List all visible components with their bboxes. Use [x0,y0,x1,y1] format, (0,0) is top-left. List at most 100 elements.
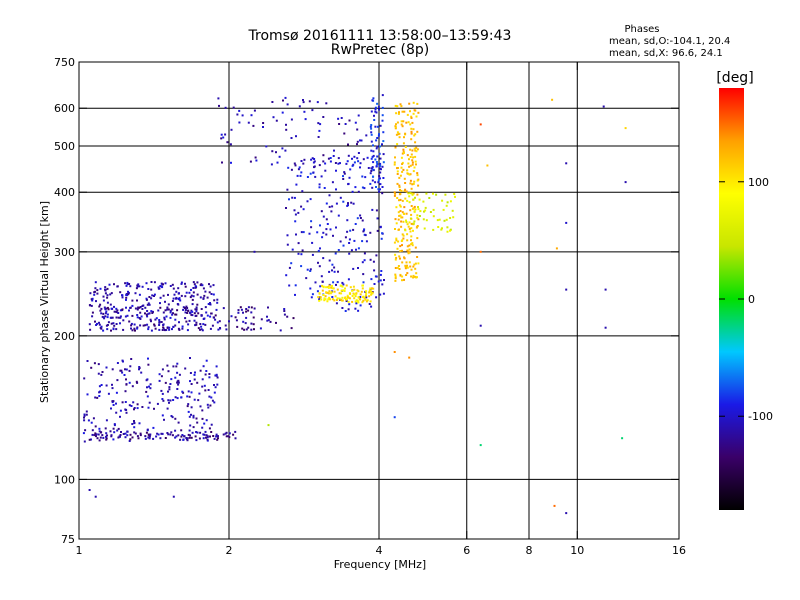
data-point [106,328,109,331]
data-point [422,218,425,221]
data-point [162,327,165,330]
data-point [232,433,235,436]
data-point [324,162,327,165]
data-point [320,275,323,278]
data-point [281,147,284,150]
data-point [83,414,86,417]
data-point [163,318,166,321]
data-point [357,160,360,163]
data-point [122,433,125,435]
data-point [214,374,217,377]
data-point [201,378,204,381]
data-point [344,310,347,312]
data-point [364,234,367,237]
data-point [110,322,113,325]
data-point [351,295,354,297]
data-point [369,182,372,185]
data-point [381,94,384,97]
data-point [329,157,332,159]
data-point [210,423,213,426]
data-point [393,351,396,353]
data-point [138,285,141,288]
data-point [121,359,124,362]
data-point [190,391,193,394]
data-point [83,440,86,443]
data-point [362,158,365,161]
data-point [346,296,349,299]
data-point [405,261,408,264]
data-point [318,164,321,167]
data-point [158,373,161,376]
data-point [177,381,180,384]
data-point [157,433,160,436]
data-point [192,414,195,417]
data-point [428,197,431,199]
data-point [260,318,263,321]
data-point [162,311,165,314]
data-point [121,308,124,311]
data-point [136,299,138,302]
data-point [177,379,180,382]
data-point [394,267,397,269]
data-point [142,324,145,327]
data-point [125,368,128,371]
data-point [348,242,351,244]
data-point [188,319,191,322]
data-point [375,111,378,114]
data-point [359,304,362,307]
data-point [565,288,568,291]
data-point [412,170,415,173]
data-point [372,175,375,178]
data-point [373,119,376,121]
data-point [365,300,368,303]
data-point [394,146,397,149]
data-point [267,306,269,309]
data-point [318,292,321,295]
data-point [210,396,213,399]
data-point [91,429,94,432]
data-point [148,312,151,315]
data-point [393,161,396,164]
data-point [83,413,86,416]
data-point [328,270,331,273]
data-point [197,327,200,330]
data-point [356,299,359,302]
data-point [342,289,345,292]
data-point [219,327,221,329]
data-point [341,285,344,288]
data-point [370,140,373,143]
data-point [411,183,414,186]
colorbar-tick-label: 100 [748,176,769,189]
data-point [169,383,172,385]
data-point [352,202,355,205]
data-point [375,254,378,257]
data-point [159,296,162,299]
data-point [189,357,191,359]
data-point [187,433,190,436]
data-point [172,312,174,315]
data-point [400,105,403,108]
data-point [266,315,268,318]
data-point [322,257,325,260]
data-point [150,329,153,332]
data-point [145,431,148,434]
data-point [326,223,329,225]
data-point [410,213,413,216]
data-point [103,306,106,309]
data-point [479,250,482,253]
data-point [369,300,372,303]
data-point [357,267,359,269]
data-point [408,173,411,176]
data-point [218,104,220,107]
data-point [445,218,448,221]
data-point [94,290,96,293]
data-point [368,289,371,292]
data-point [417,262,420,265]
data-point [112,328,115,331]
x-tick-label: 6 [463,544,470,557]
data-point [413,263,416,266]
data-point [340,292,343,295]
data-point [245,316,248,319]
data-point [374,125,377,128]
data-point [367,167,370,169]
